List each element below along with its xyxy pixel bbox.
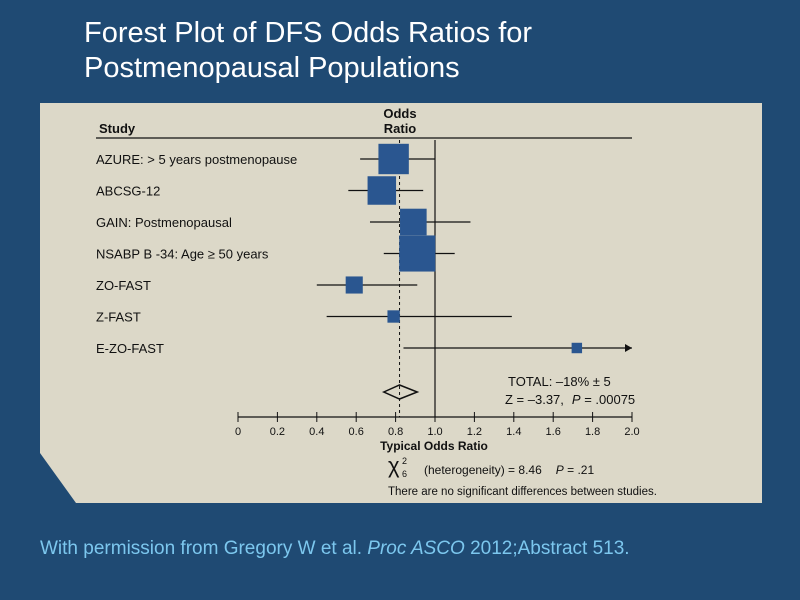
total-text: TOTAL: –18% ± 5 [508, 374, 611, 389]
heterogeneity-value: (heterogeneity) = 8.46 [424, 463, 542, 477]
pooled-estimate-diamond [381, 384, 420, 400]
study-or-box [345, 276, 363, 294]
study-label: NSABP B -34: Age ≥ 50 years [96, 247, 269, 262]
citation-suffix: 2012;Abstract 513. [464, 538, 630, 559]
study-or-box [400, 208, 427, 236]
x-tick-label: 1.8 [585, 426, 600, 438]
study-or-box [387, 310, 400, 323]
z-text: Z = –3.37, [505, 392, 564, 407]
x-tick-label: 0.2 [270, 426, 285, 438]
chi-superscript: 2 [402, 456, 407, 466]
z-statistic: Z = –3.37, P = .00075 [505, 392, 635, 407]
x-axis-label: Typical Odds Ratio [380, 439, 488, 453]
footnote: There are no significant differences bet… [388, 486, 657, 498]
study-label: E-ZO-FAST [96, 341, 164, 356]
study-or-box [571, 342, 583, 354]
study-or-box [399, 235, 436, 272]
study-column-header: Study [99, 121, 136, 136]
study-label: ZO-FAST [96, 278, 151, 293]
chi-symbol: χ [388, 453, 400, 478]
study-label: AZURE: > 5 years postmenopause [96, 152, 297, 167]
x-tick-label: 1.4 [506, 426, 521, 438]
citation: With permission from Gregory W et al. Pr… [40, 538, 630, 560]
x-tick-label: 0.4 [309, 426, 324, 438]
odds-ratio-header-line2: Ratio [384, 121, 417, 136]
heterogeneity-text: (heterogeneity) = 8.46 P = .21 [424, 463, 594, 477]
study-label: ABCSG-12 [96, 184, 160, 199]
p-value-text: = .00075 [581, 392, 636, 407]
x-tick-label: 1.6 [546, 426, 561, 438]
x-tick-label: 1.0 [427, 426, 442, 438]
p-label: P [572, 392, 581, 407]
heterogeneity-p-label: P [556, 463, 564, 477]
odds-ratio-header-line1: Odds [383, 106, 416, 121]
study-label: GAIN: Postmenopausal [96, 215, 232, 230]
study-or-box [378, 143, 409, 175]
heterogeneity-p-value: = .21 [564, 463, 595, 477]
study-or-box [367, 176, 397, 205]
chi-subscript: 6 [402, 469, 407, 479]
x-tick-label: 0 [235, 426, 241, 438]
x-tick-label: 0.6 [349, 426, 364, 438]
x-tick-label: 2.0 [624, 426, 639, 438]
slide-title-line1: Forest Plot of DFS Odds Ratios for [84, 17, 533, 49]
x-tick-label: 0.8 [388, 426, 403, 438]
x-tick-label: 1.2 [467, 426, 482, 438]
slide-title-line2: Postmenopausal Populations [84, 52, 460, 84]
study-label: Z-FAST [96, 310, 141, 325]
slide-title: Forest Plot of DFS Odds Ratios for Postm… [84, 16, 532, 86]
ci-arrow-head [625, 344, 632, 352]
citation-prefix: With permission from Gregory W et al. [40, 538, 368, 559]
citation-journal: Proc ASCO [367, 538, 465, 559]
